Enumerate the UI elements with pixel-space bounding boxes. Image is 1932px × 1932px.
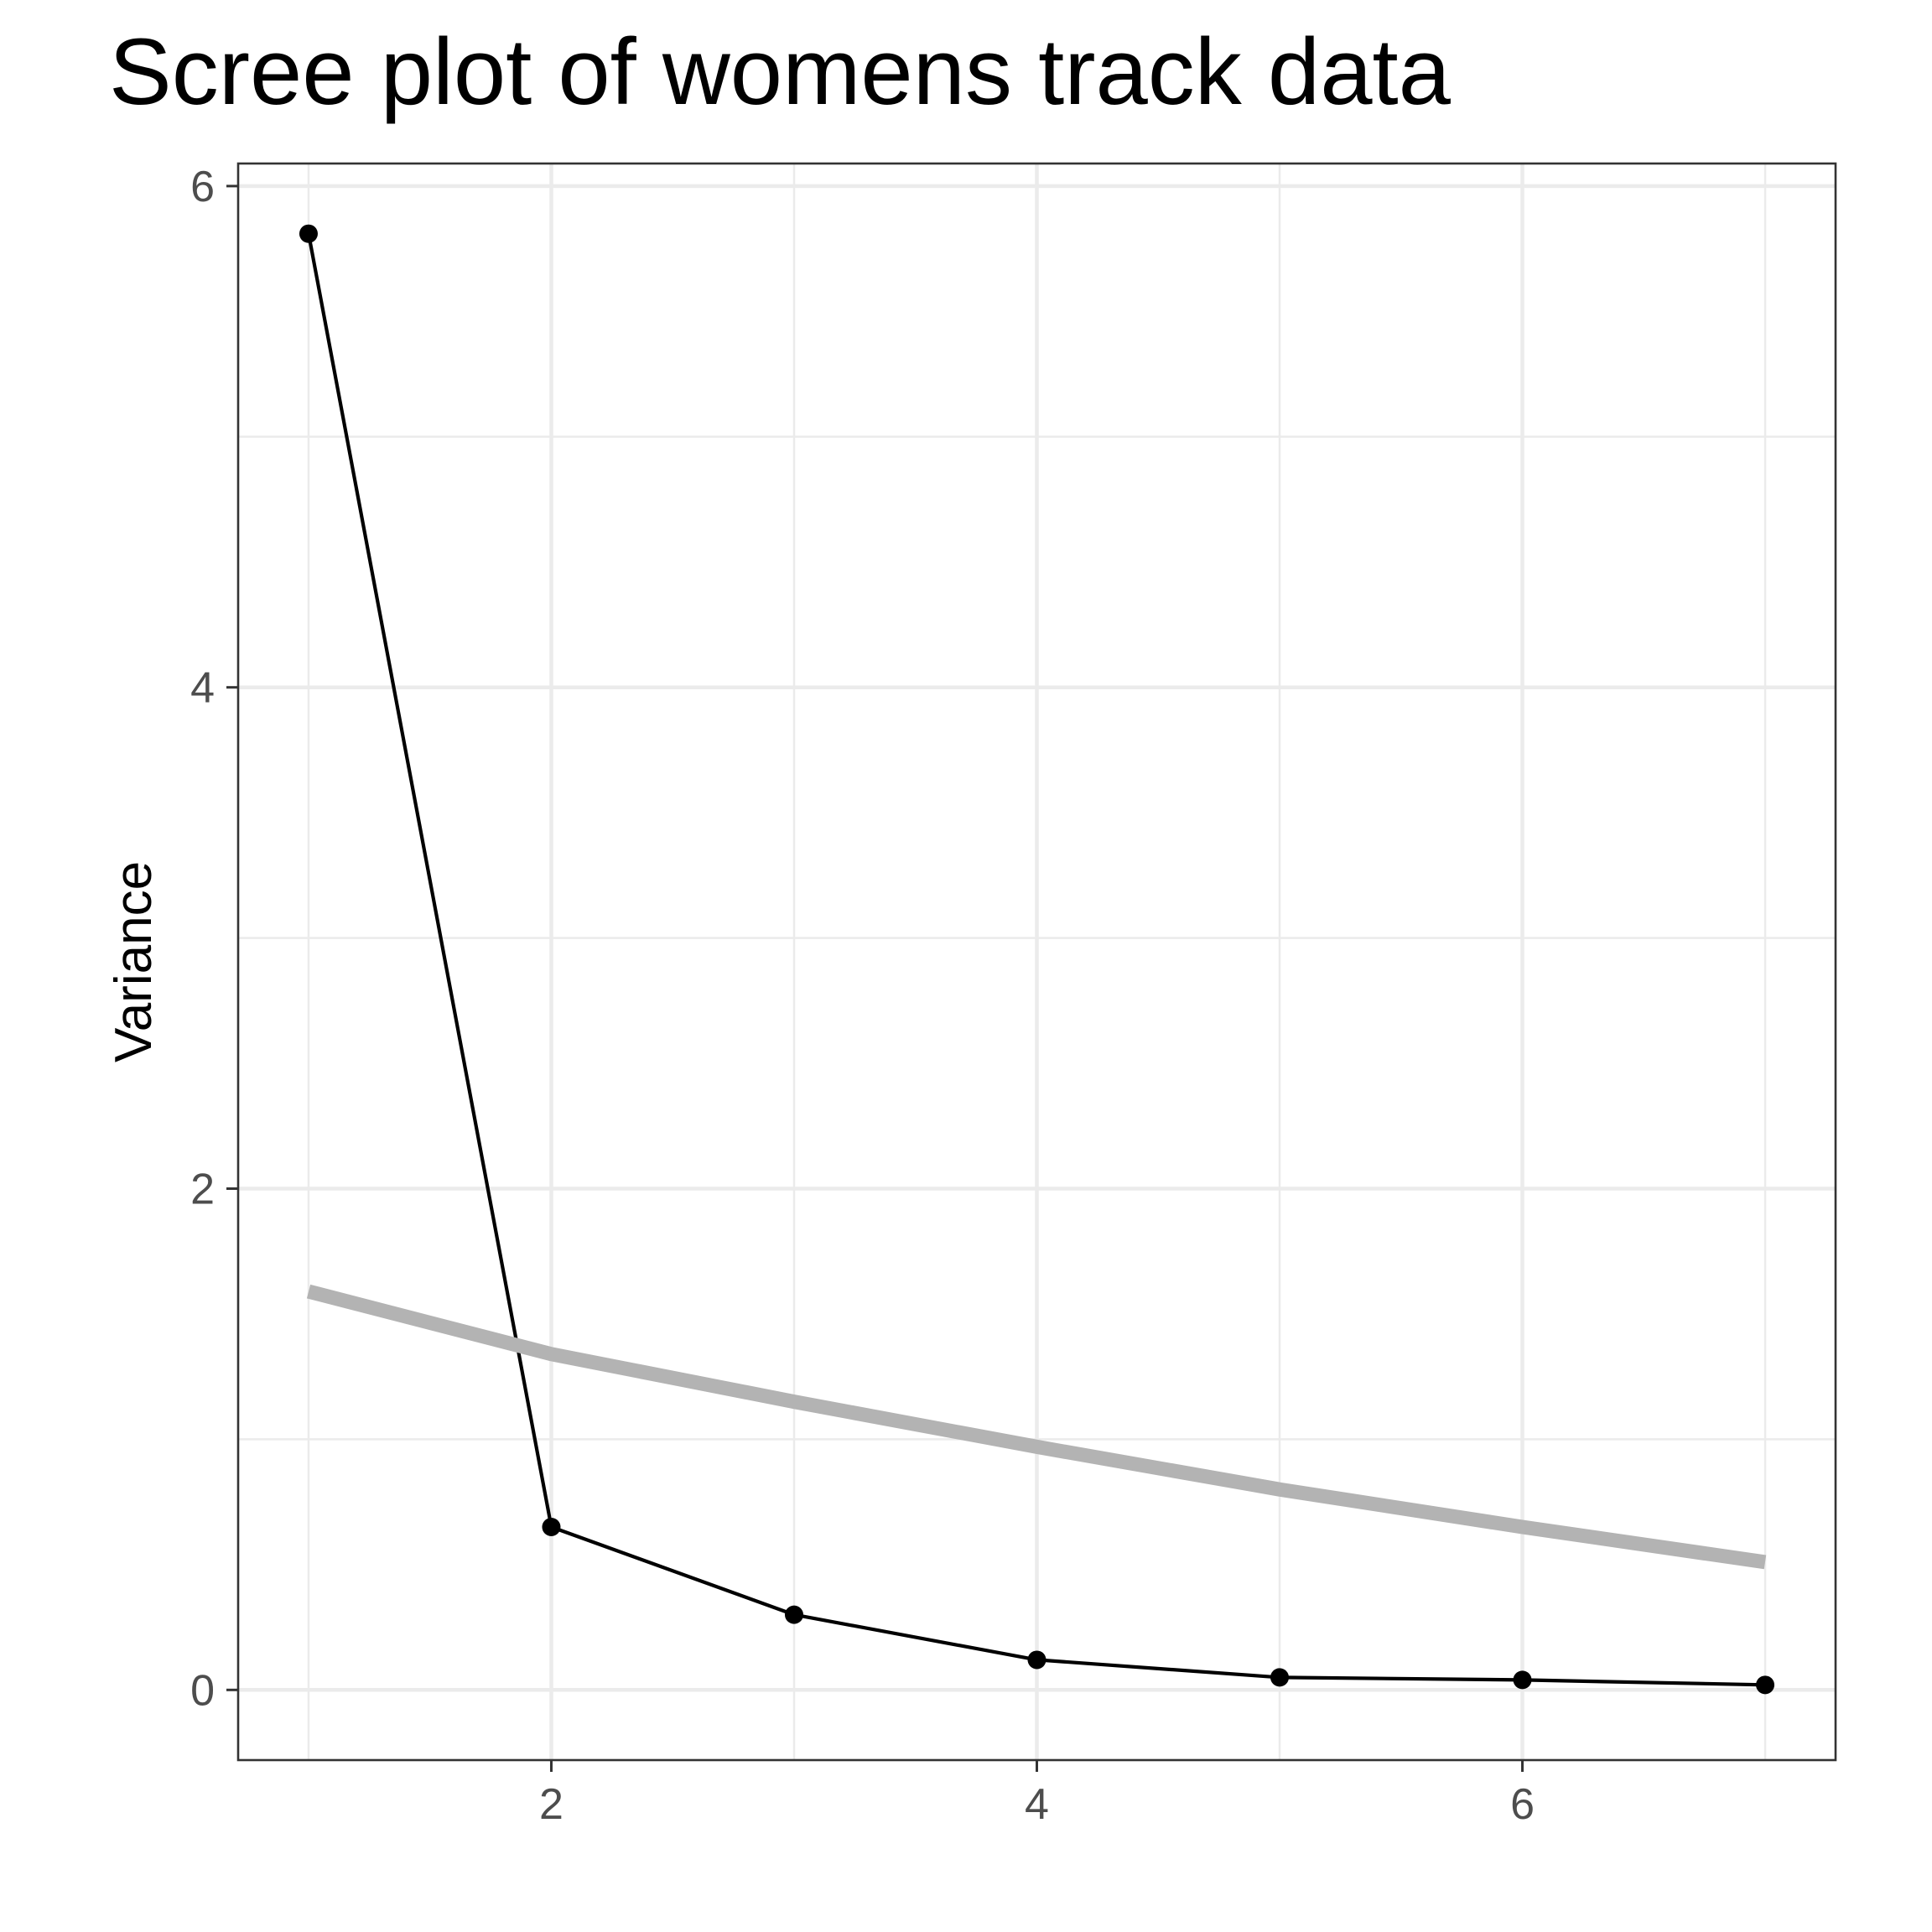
x-tick-label: 4 [1025, 1780, 1049, 1829]
variance-point [1513, 1670, 1532, 1690]
y-axis-title: Variance [105, 861, 163, 1062]
chart-title: Scree plot of womens track data [109, 19, 1451, 124]
tick-labels: 2 4 6 0 2 4 6 [190, 163, 1535, 1829]
x-tick-label: 6 [1510, 1780, 1535, 1829]
y-tick-label: 4 [190, 664, 215, 713]
major-gridlines [238, 164, 1836, 1760]
x-tick-label: 2 [539, 1780, 564, 1829]
reference-line [306, 1284, 1767, 1570]
variance-point [1756, 1675, 1775, 1695]
variance-point [1270, 1668, 1290, 1687]
y-tick-label: 2 [190, 1166, 215, 1214]
y-tick-label: 0 [190, 1666, 215, 1715]
axis-ticks [226, 184, 1524, 1772]
y-tick-label: 6 [190, 163, 215, 211]
variance-point [1027, 1650, 1046, 1670]
variance-point [784, 1605, 803, 1624]
series-layer [299, 224, 1775, 1695]
variance-point [299, 224, 318, 243]
variance-point [542, 1518, 561, 1537]
